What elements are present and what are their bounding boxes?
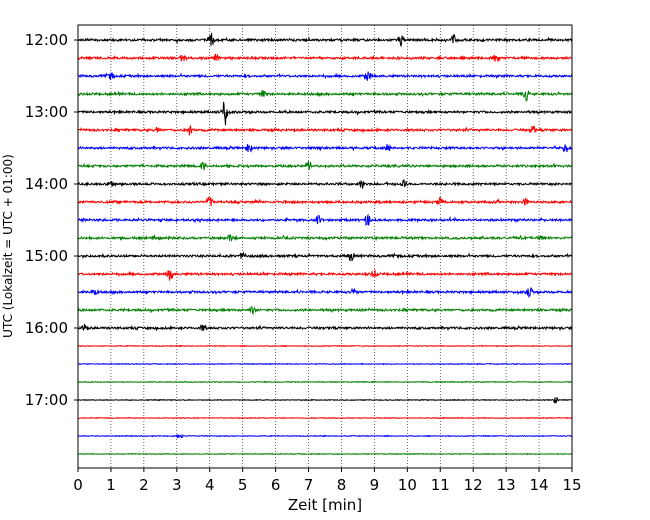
x-tick-label: 14 [530,476,549,494]
x-tick-label: 9 [370,476,380,494]
y-axis-ticks: 12:00 13:00 14:00 15:00 16:00 17:00 [25,31,78,409]
y-tick-label: 15:00 [25,247,68,265]
x-tick-label: 11 [431,476,450,494]
x-axis-label: Zeit [min] [288,496,362,514]
x-tick-label: 1 [106,476,116,494]
trace-line [77,251,573,262]
trace-line [77,269,573,281]
trace-line [77,143,573,153]
trace-line [77,362,573,366]
trace-line [77,323,573,332]
x-tick-label: 12 [464,476,483,494]
trace-line [77,433,573,439]
trace-line [77,32,573,48]
x-tick-label: 6 [271,476,281,494]
plot-frame [77,24,573,469]
trace-line [77,196,573,207]
trace-line [77,233,573,243]
x-tick-label: 10 [398,476,417,494]
trace-line [77,179,573,189]
y-tick-label: 12:00 [25,31,68,49]
x-tick-label: 4 [205,476,215,494]
trace-line [77,452,573,456]
x-tick-label: 5 [238,476,248,494]
grid-lines [110,25,540,468]
x-axis-ticks: 0 1 2 3 4 5 6 7 8 9 10 11 12 13 14 15 [73,468,582,494]
trace-line [77,89,573,102]
x-tick-label: 15 [562,476,581,494]
trace-line [77,416,573,420]
trace-line [77,160,573,171]
y-tick-label: 16:00 [25,319,68,337]
x-tick-label: 13 [497,476,516,494]
trace-line [77,53,573,62]
x-tick-label: 8 [337,476,347,494]
trace-line [77,71,573,81]
x-tick-label: 3 [172,476,182,494]
trace-line [77,286,573,298]
x-tick-label: 7 [304,476,314,494]
trace-line [77,344,573,348]
y-tick-label: 13:00 [25,103,68,121]
y-tick-label: 17:00 [25,391,68,409]
x-tick-label: 2 [139,476,149,494]
y-tick-label: 14:00 [25,175,68,193]
trace-line [77,306,573,316]
y-axis-label: UTC (Lokalzeit = UTC + 01:00) [1,154,15,338]
trace-lines [77,32,573,456]
trace-line [77,213,573,227]
trace-line [77,101,573,126]
x-tick-label: 0 [73,476,83,494]
trace-line [77,124,573,136]
trace-line [77,397,573,405]
trace-line [77,380,573,384]
